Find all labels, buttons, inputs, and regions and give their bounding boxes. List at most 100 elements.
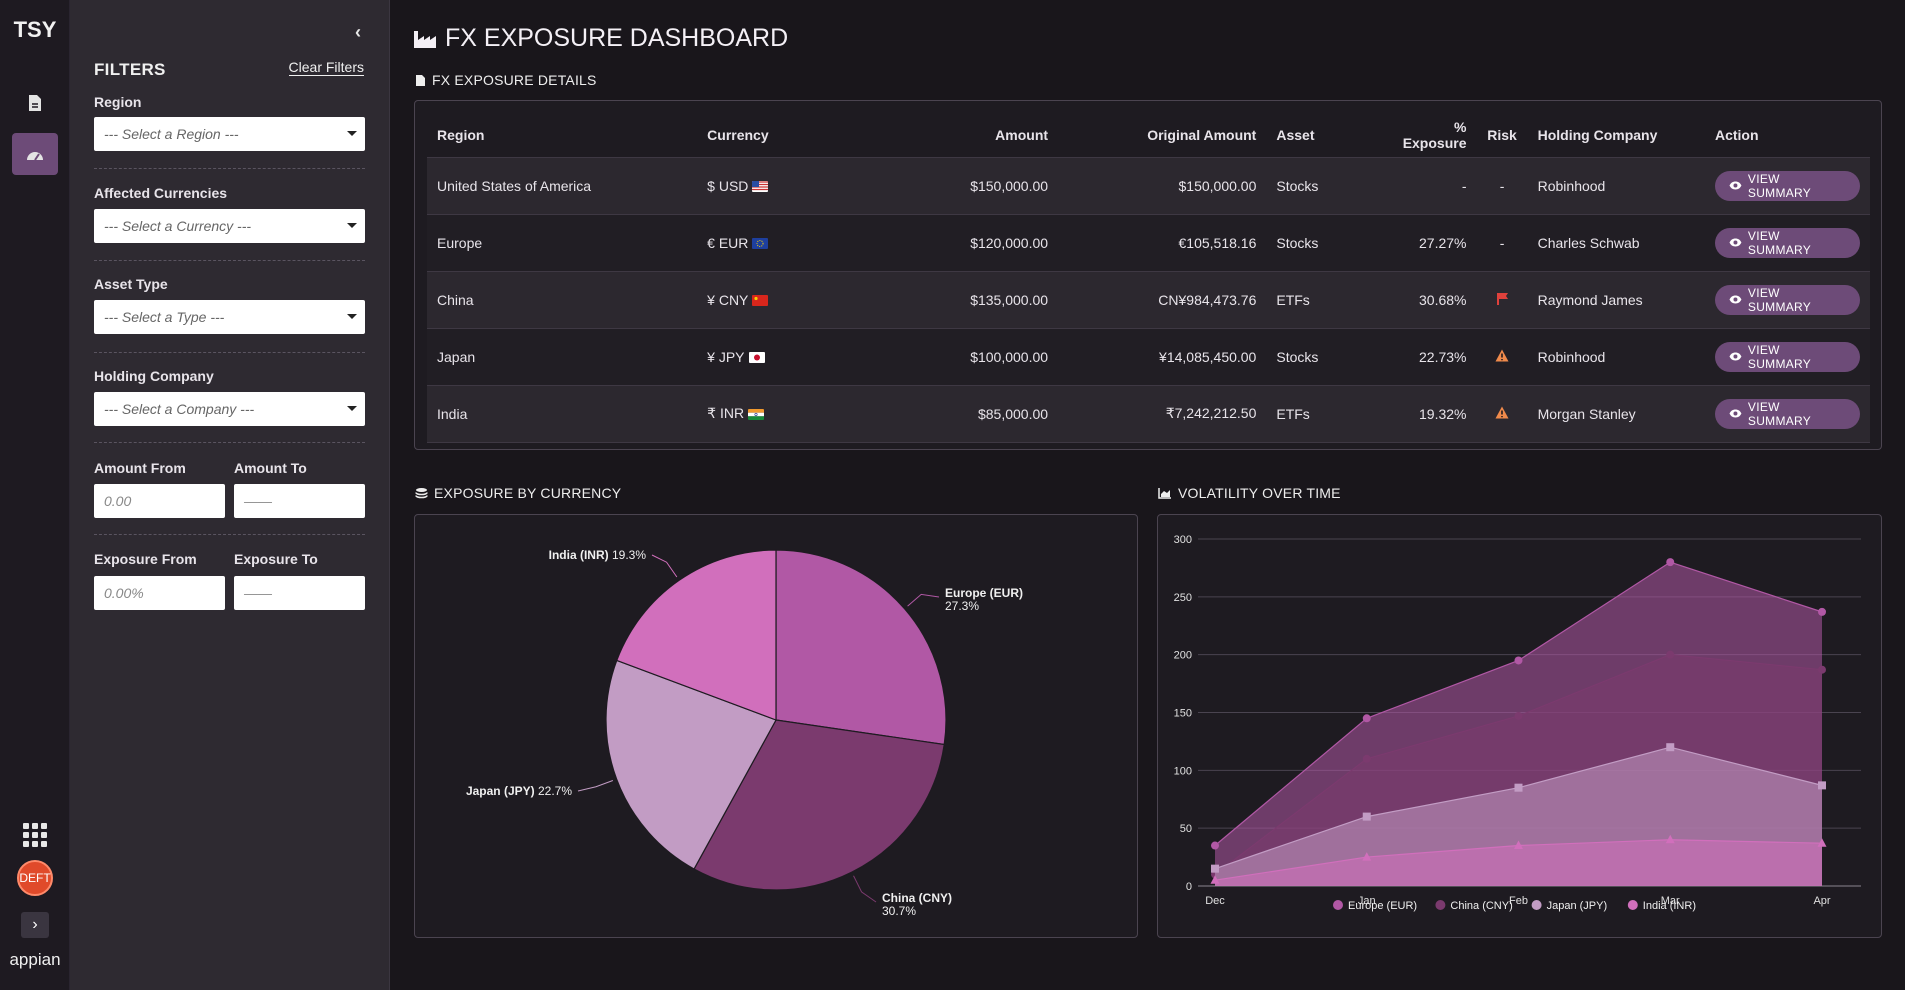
cell-original-amount: ¥14,085,450.00 (1058, 328, 1267, 386)
cell-original-amount: CN¥984,473.76 (1058, 271, 1267, 329)
cell-risk (1476, 271, 1528, 329)
exposure-to-label: Exposure To (234, 551, 318, 567)
user-avatar[interactable]: DEFT (17, 860, 53, 896)
table-row: China ¥ CNY $135,000.00 CN¥984,473.76 ETFs 30… (427, 271, 1870, 329)
cell-original-amount: $150,000.00 (1058, 157, 1267, 215)
app-logo[interactable]: TSY (13, 17, 57, 42)
exposure-from-input[interactable]: 0.00% (94, 576, 225, 610)
factory-icon (414, 30, 436, 48)
risk-text: - (1499, 234, 1505, 251)
data-point (1514, 783, 1523, 792)
cell-exposure: 30.68% (1390, 271, 1477, 329)
page-title: FX EXPOSURE DASHBOARD (413, 24, 788, 53)
area-chart-icon (1158, 488, 1171, 499)
legend-label: Japan (JPY) (1547, 900, 1608, 912)
chevron-right-icon: › (32, 916, 38, 933)
table-row: United States of America $ USD $150,000.00… (427, 157, 1870, 215)
view-summary-button[interactable]: VIEW SUMMARY (1714, 170, 1860, 201)
region-label: Region (94, 94, 142, 110)
pie-slice (605, 659, 777, 870)
header-action: Action (1704, 113, 1870, 158)
clear-filters-link[interactable]: Clear Filters (288, 59, 364, 76)
cell-currency: € EUR (697, 214, 852, 272)
cell-amount: $150,000.00 (851, 157, 1059, 215)
view-summary-button[interactable]: VIEW SUMMARY (1714, 227, 1860, 258)
legend-label: Europe (EUR) (1348, 900, 1417, 912)
x-tick-label: Jan (1358, 895, 1376, 907)
pie-label-value: 30.7% (882, 904, 916, 918)
x-tick-label: Mar (1661, 895, 1680, 907)
cell-exposure: - (1390, 157, 1477, 215)
flag-icon (1496, 292, 1508, 305)
header-region[interactable]: Region (427, 113, 698, 158)
cell-risk (1476, 328, 1528, 386)
cell-amount: $85,000.00 (851, 385, 1059, 443)
data-point (1666, 743, 1675, 752)
currency-select[interactable]: --- Select a Currency --- (94, 209, 365, 243)
header-exposure[interactable]: % Exposure (1390, 113, 1477, 158)
cell-asset: ETFs (1266, 385, 1391, 443)
eu-flag-icon (748, 235, 769, 251)
document-icon (29, 95, 41, 111)
asset-type-select[interactable]: --- Select a Type --- (94, 300, 365, 334)
header-asset[interactable]: Asset (1266, 113, 1391, 158)
region-select[interactable]: --- Select a Region --- (94, 117, 365, 151)
dashboard-nav-button[interactable] (12, 133, 58, 175)
reports-nav-button[interactable] (12, 82, 58, 124)
cell-exposure: 22.73% (1390, 328, 1477, 386)
view-summary-button[interactable]: VIEW SUMMARY (1714, 341, 1860, 372)
header-original-amount[interactable]: Original Amount (1058, 113, 1267, 158)
details-section-title: FX EXPOSURE DETAILS (415, 72, 597, 88)
cell-exposure: 19.32% (1390, 385, 1477, 443)
caret-down-icon (347, 131, 357, 136)
exposure-to-input[interactable]: —— (234, 576, 365, 610)
cell-amount: $120,000.00 (851, 214, 1059, 272)
header-currency[interactable]: Currency (697, 113, 852, 158)
cell-asset: Stocks (1266, 214, 1391, 272)
eye-icon (1729, 295, 1742, 304)
header-amount[interactable]: Amount (851, 113, 1059, 158)
warning-icon (1495, 406, 1509, 418)
eye-icon (1729, 352, 1742, 361)
pie-label-value: 19.3% (612, 548, 646, 562)
eye-icon (1729, 409, 1742, 418)
y-tick-label: 300 (1174, 534, 1192, 546)
filters-panel: ‹ FILTERS Clear Filters Region --- Selec… (70, 0, 390, 990)
view-summary-label: VIEW SUMMARY (1747, 228, 1812, 257)
pie-label: India (INR) 19.3% (549, 548, 647, 562)
view-summary-button[interactable]: VIEW SUMMARY (1714, 284, 1860, 315)
collapse-panel-button[interactable]: ‹ (355, 22, 361, 43)
cell-risk (1476, 385, 1528, 443)
header-risk[interactable]: Risk (1476, 113, 1528, 158)
table-row: India ₹ INR $85,000.00 ₹7,242,212.50 ETFs 19.… (427, 385, 1870, 443)
data-point (1818, 781, 1826, 790)
apps-grid-icon[interactable] (23, 823, 47, 847)
header-holding-company[interactable]: Holding Company (1527, 113, 1705, 158)
view-summary-label: VIEW SUMMARY (1747, 399, 1812, 428)
cn-flag-icon (748, 292, 769, 308)
currency-text: ¥ JPY (707, 348, 745, 365)
holding-company-select[interactable]: --- Select a Company --- (94, 392, 365, 426)
expand-nav-button[interactable]: › (21, 912, 49, 938)
divider (94, 442, 365, 443)
pie-chart-card: Europe (EUR) 27.3% China (CNY) 30.7% Japan (… (414, 514, 1138, 938)
data-point (1362, 754, 1371, 763)
y-tick-label: 0 (1186, 881, 1192, 893)
data-point (1818, 607, 1826, 616)
legend-marker (1531, 900, 1542, 910)
amount-to-input[interactable]: —— (234, 484, 365, 518)
series-area (1215, 839, 1822, 886)
pie-leader-line (651, 554, 678, 578)
y-tick-label: 100 (1174, 765, 1192, 777)
warning-icon (1495, 349, 1509, 361)
view-summary-label: VIEW SUMMARY (1747, 171, 1812, 200)
view-summary-button[interactable]: VIEW SUMMARY (1714, 398, 1860, 429)
y-tick-label: 150 (1174, 708, 1192, 720)
amount-from-input[interactable]: 0.00 (94, 484, 225, 518)
cell-amount: $100,000.00 (851, 328, 1059, 386)
legend-label: China (CNY) (1450, 900, 1512, 912)
divider (94, 352, 365, 353)
data-point (1514, 656, 1523, 665)
cell-original-amount: €105,518.16 (1058, 214, 1267, 272)
currency-text: ₹ INR (707, 405, 745, 421)
